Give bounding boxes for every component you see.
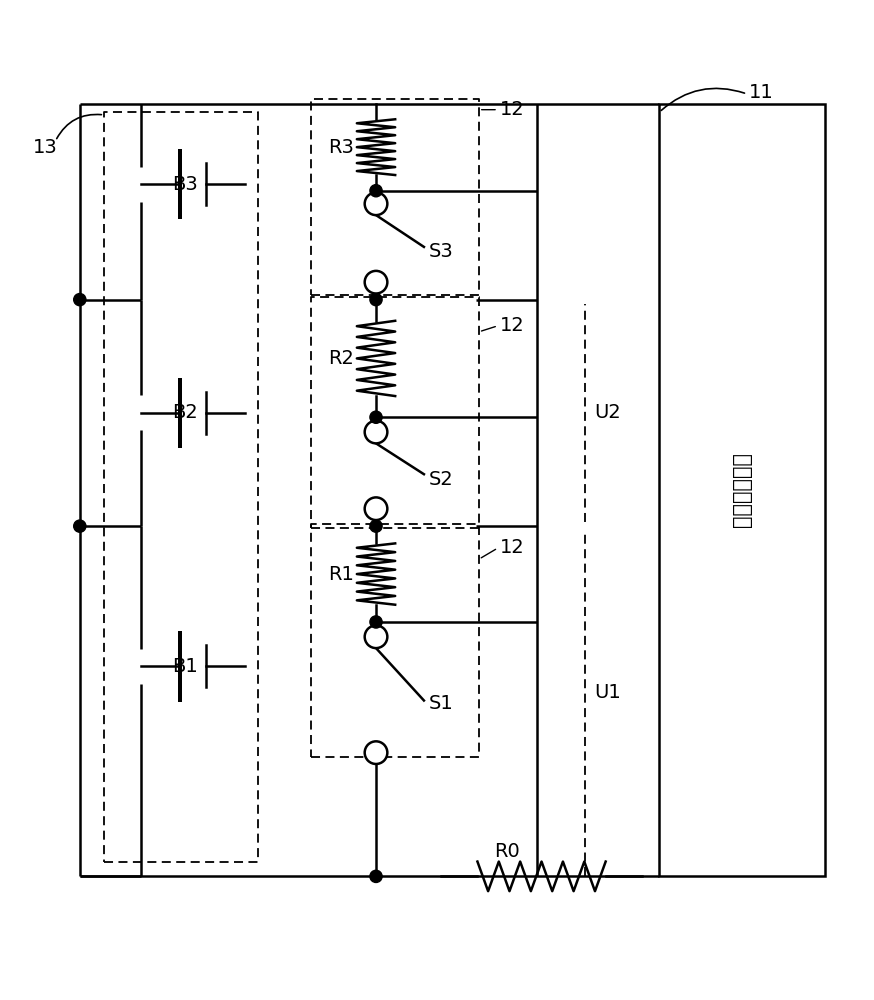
Text: B1: B1	[172, 657, 198, 676]
Circle shape	[370, 294, 382, 306]
Text: S2: S2	[428, 470, 453, 489]
Text: R3: R3	[329, 138, 354, 157]
Circle shape	[364, 497, 387, 520]
Circle shape	[364, 741, 387, 764]
Text: U1: U1	[593, 683, 621, 702]
Text: 12: 12	[500, 316, 524, 335]
Text: B2: B2	[172, 403, 198, 422]
Text: U2: U2	[593, 403, 621, 422]
Circle shape	[73, 294, 86, 306]
Text: R1: R1	[329, 565, 354, 584]
Text: 11: 11	[749, 83, 773, 102]
Text: S1: S1	[428, 694, 453, 713]
Text: B3: B3	[172, 175, 198, 194]
Circle shape	[364, 192, 387, 215]
Circle shape	[364, 625, 387, 648]
Text: 采集控制电路: 采集控制电路	[732, 452, 752, 527]
Text: R2: R2	[329, 349, 354, 368]
Circle shape	[370, 616, 382, 628]
Text: 12: 12	[500, 100, 524, 119]
Circle shape	[370, 411, 382, 423]
Bar	[659, 104, 825, 876]
Circle shape	[364, 271, 387, 294]
Circle shape	[370, 185, 382, 197]
Text: 12: 12	[500, 538, 524, 557]
Circle shape	[370, 870, 382, 882]
Text: R0: R0	[494, 842, 519, 861]
Circle shape	[73, 520, 86, 532]
Circle shape	[370, 520, 382, 532]
Circle shape	[364, 421, 387, 443]
Text: S3: S3	[428, 242, 453, 261]
Text: 13: 13	[32, 138, 58, 157]
